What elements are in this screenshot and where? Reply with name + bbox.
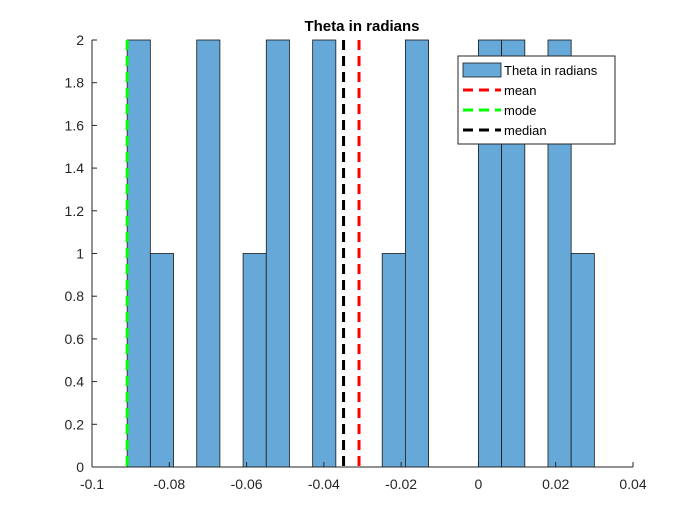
x-tick-label: 0 <box>475 476 483 492</box>
axes: -0.1 -0.08 -0.06 -0.04 -0.02 0 0.02 0.04 0 0.2 0.4… <box>65 32 647 492</box>
legend-label: median <box>504 123 547 138</box>
legend-label: mode <box>504 103 537 118</box>
y-tick-label: 1.6 <box>65 117 85 133</box>
histogram-bar-0 <box>126 39 151 468</box>
histogram-bar-4 <box>265 39 290 468</box>
y-tick-label: 1.2 <box>65 203 85 219</box>
y-tick-label: 1.4 <box>65 160 85 176</box>
x-tick-label: 0.04 <box>619 476 646 492</box>
chart-title: Theta in radians <box>304 18 419 35</box>
y-tick-label: 2 <box>76 32 84 48</box>
legend-label: mean <box>504 83 537 98</box>
histogram-bar-2 <box>196 39 221 468</box>
histogram-bars <box>126 39 595 468</box>
y-tick-label: 0 <box>76 459 84 475</box>
x-tick-label: -0.04 <box>308 476 340 492</box>
y-tick-label: 0.6 <box>65 331 85 347</box>
x-tick-label: -0.02 <box>385 476 417 492</box>
histogram-bar-1 <box>149 253 174 468</box>
legend-label: Theta in radians <box>504 63 598 78</box>
y-tick-label: 0.4 <box>65 374 85 390</box>
x-tick-label: -0.06 <box>231 476 263 492</box>
statistic-lines <box>125 40 361 467</box>
histogram-bar-6 <box>381 253 406 468</box>
y-tick-label: 0.2 <box>65 416 85 432</box>
x-tick-label: -0.1 <box>80 476 104 492</box>
x-tick-label: 0.02 <box>542 476 569 492</box>
histogram-bar-7 <box>404 39 429 468</box>
y-tick-label: 1.8 <box>65 75 85 91</box>
legend-swatch-theta <box>462 62 502 78</box>
x-tick-label: -0.08 <box>153 476 185 492</box>
histogram-bar-5 <box>312 39 337 468</box>
legend: Theta in radians mean mode median <box>457 55 616 145</box>
histogram-bar-11 <box>570 253 595 468</box>
y-tick-label: 1 <box>76 246 84 262</box>
y-tick-label: 0.8 <box>65 288 85 304</box>
histogram-bar-3 <box>242 253 267 468</box>
